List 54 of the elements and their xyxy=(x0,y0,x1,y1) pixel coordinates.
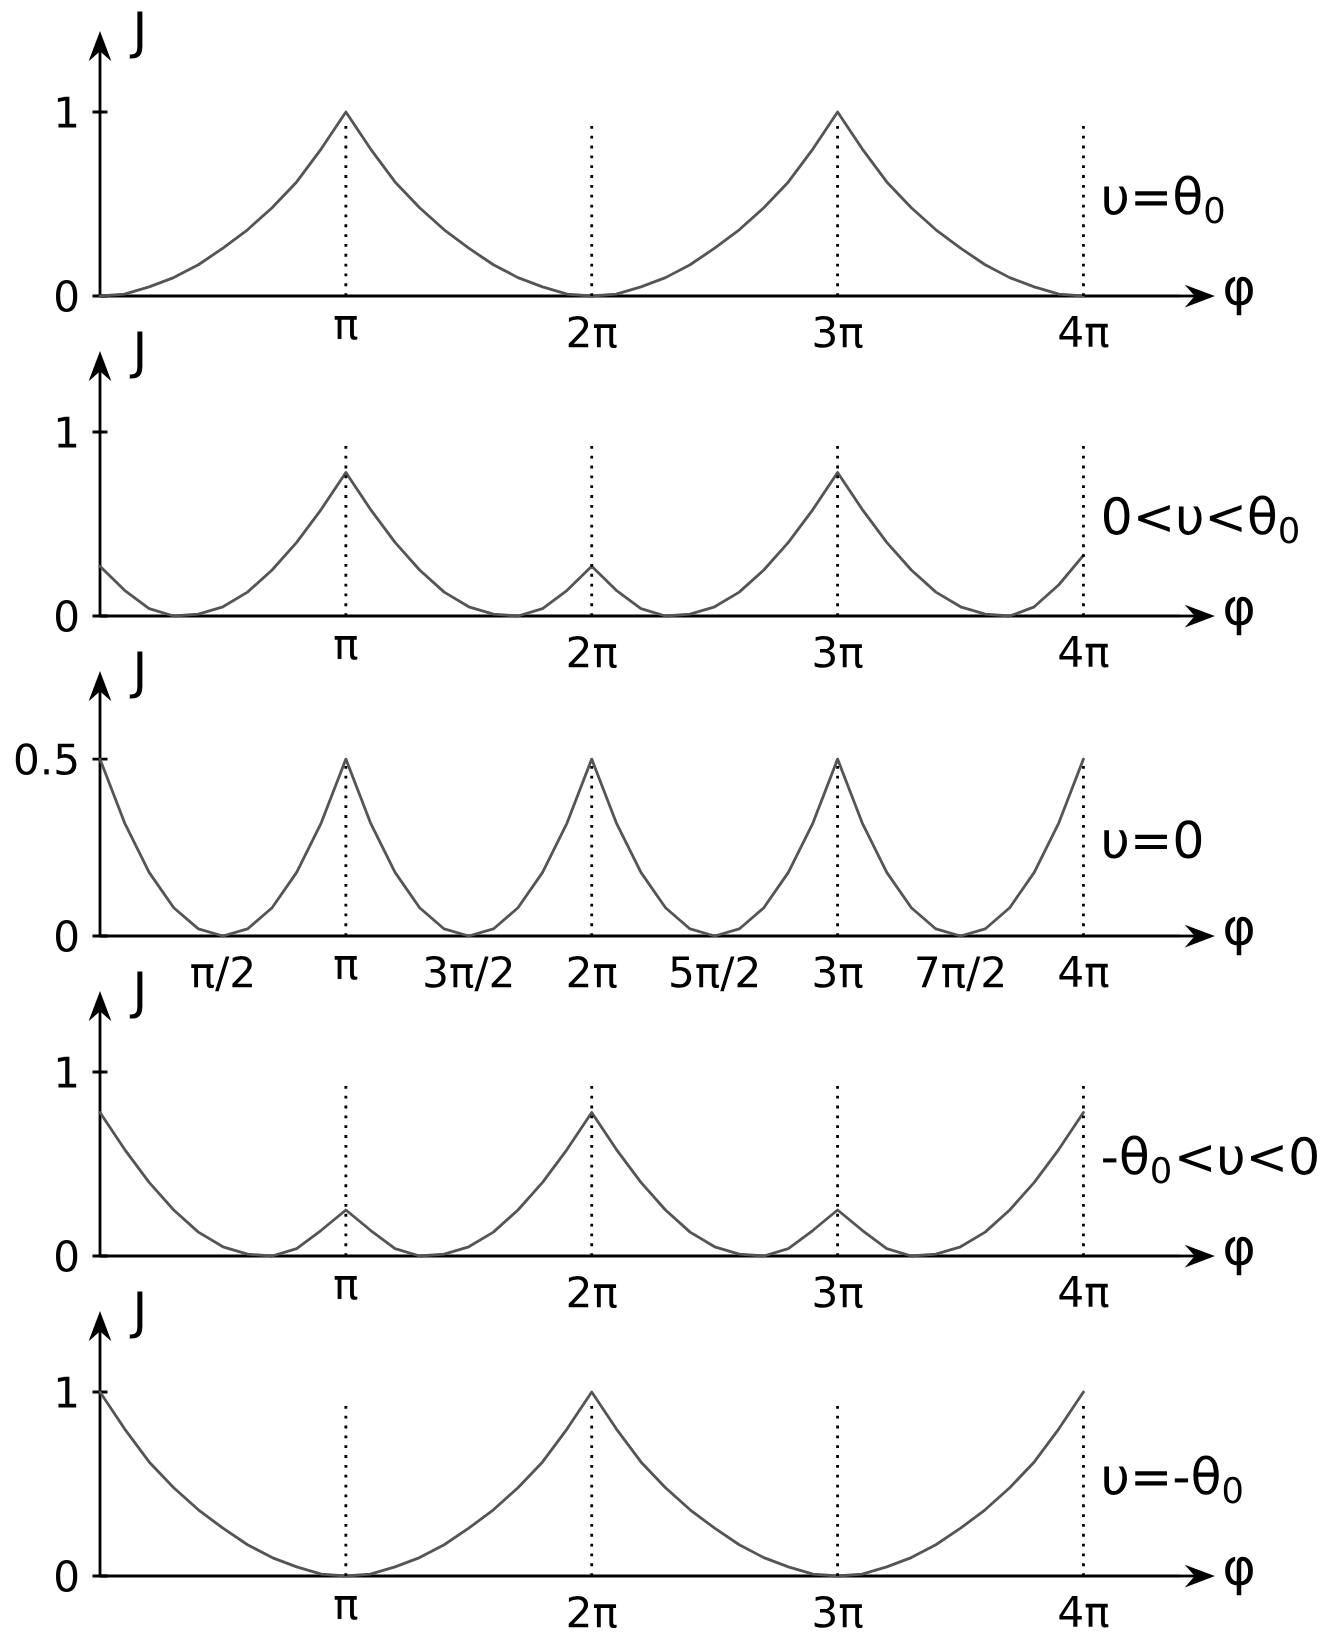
y-tick-label: 0 xyxy=(56,280,78,312)
x-tick-label: 4π xyxy=(1059,955,1109,988)
x-tick-label: 3π xyxy=(814,635,863,669)
x-tick-label: 2π xyxy=(568,635,617,669)
y-tick-label: 0 xyxy=(56,1240,78,1272)
line-series xyxy=(98,1390,1085,1578)
x-tick-label: 2π xyxy=(568,1595,617,1629)
y-axis-title: J xyxy=(129,651,143,699)
x-axis-title: φ xyxy=(1225,916,1253,956)
annotation: υ=0 xyxy=(1104,820,1202,859)
annotation: υ=-θ$_{0}$ xyxy=(1104,1455,1242,1504)
x-tick-label: 2π xyxy=(568,315,617,349)
annotation: -θ$_{0}$<υ<0 xyxy=(1103,1135,1317,1184)
x-tick-label: 3π/2 xyxy=(425,955,512,992)
x-tick-label: 3π xyxy=(814,1275,863,1309)
line-series xyxy=(98,757,1085,938)
y-axis-title: J xyxy=(129,11,143,59)
x-axis-title: φ xyxy=(1225,276,1253,316)
x-tick-label: 4π xyxy=(1059,1275,1109,1308)
y-tick-label: 0 xyxy=(56,1560,78,1592)
x-axis-title: φ xyxy=(1225,1236,1253,1276)
annotation: 0<υ<θ$_{0}$ xyxy=(1103,495,1298,544)
annotation: υ=θ$_{0}$ xyxy=(1104,175,1224,224)
y-tick-label: 0 xyxy=(56,600,78,632)
x-tick-label: 4π xyxy=(1059,635,1109,668)
x-tick-label: 2π xyxy=(568,1275,617,1309)
x-tick-label: 3π xyxy=(814,315,863,349)
line-series xyxy=(98,110,1085,298)
y-tick-label: 1 xyxy=(57,96,77,128)
line-series xyxy=(98,471,1085,618)
y-tick-label: 1 xyxy=(57,416,77,448)
x-tick-label: π xyxy=(334,1595,358,1620)
x-tick-label: π/2 xyxy=(191,955,252,992)
x-tick-label: π xyxy=(334,635,358,660)
x-tick-label: 5π/2 xyxy=(671,955,758,992)
x-tick-label: 4π xyxy=(1059,315,1109,348)
x-tick-label: 3π xyxy=(814,955,863,989)
y-axis-title: J xyxy=(129,331,143,379)
y-axis-title: J xyxy=(129,971,143,1019)
x-tick-label: 4π xyxy=(1059,1595,1109,1628)
x-tick-label: π xyxy=(334,1275,358,1300)
y-axis-title: J xyxy=(129,1291,143,1339)
y-tick-label: 0.5 xyxy=(15,743,77,776)
x-tick-label: 2π xyxy=(568,955,617,989)
y-tick-label: 0 xyxy=(56,920,78,952)
x-axis-title: φ xyxy=(1225,596,1253,636)
x-tick-label: π xyxy=(334,955,358,980)
line-series xyxy=(98,1111,1085,1258)
x-axis-title: φ xyxy=(1225,1556,1253,1596)
y-tick-label: 1 xyxy=(57,1376,77,1408)
y-tick-label: 1 xyxy=(57,1056,77,1088)
x-tick-label: π xyxy=(334,315,358,340)
x-tick-label: 7π/2 xyxy=(917,955,1003,992)
x-tick-label: 3π xyxy=(814,1595,863,1629)
